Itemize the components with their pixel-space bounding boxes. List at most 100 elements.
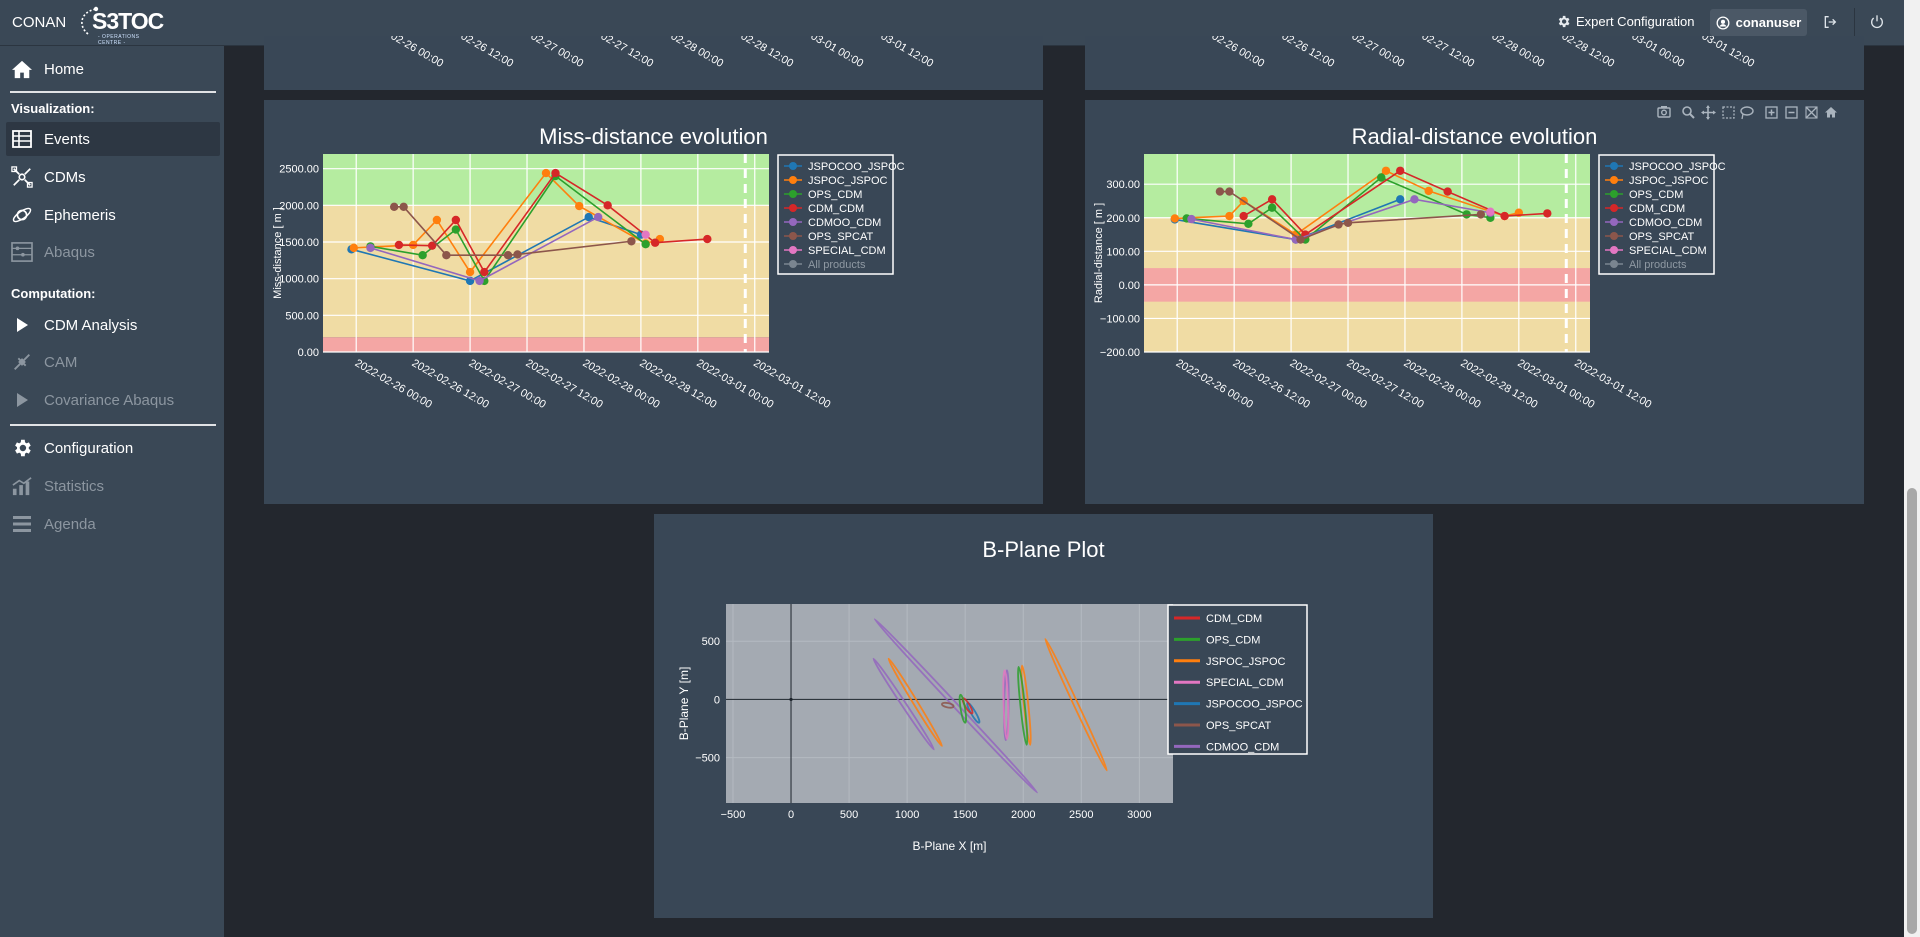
logout-icon[interactable] <box>1821 13 1839 31</box>
partial-x-tick-label: 02-26 12:00 <box>1280 36 1337 70</box>
sidebar-item-agenda[interactable]: Agenda <box>6 507 220 541</box>
sidebar-item-cdm-analysis[interactable]: CDM Analysis <box>6 308 220 342</box>
partial-x-tick-label: 02-27 12:00 <box>1420 36 1477 70</box>
zoom-out-icon[interactable] <box>1785 106 1798 119</box>
yellow-threshold-band <box>323 205 769 338</box>
legend-label: OPS_CDM <box>808 189 862 201</box>
legend-item[interactable]: OPS_SPCAT <box>784 231 873 243</box>
sidebar-item-label: Statistics <box>44 477 105 495</box>
zoom-in-icon[interactable] <box>1765 106 1778 119</box>
sidebar-item-cam[interactable]: CAM <box>6 345 220 379</box>
data-point-jspoc_jspoc <box>1170 214 1180 223</box>
legend-item[interactable]: OPS_SPCAT <box>1174 720 1271 732</box>
legend-item[interactable]: CDMOO_CDM <box>1174 741 1279 753</box>
sidebar-item-ephemeris[interactable]: Ephemeris <box>6 198 220 232</box>
data-point-jspocoo_jspoc <box>1396 195 1405 204</box>
sidebar-item-label: CDMs <box>44 168 86 186</box>
camera-icon[interactable] <box>1657 106 1671 118</box>
data-point-ops_cdm <box>418 251 427 260</box>
sidebar-item-home[interactable]: Home <box>6 52 220 86</box>
box-select-icon[interactable] <box>1722 106 1735 119</box>
legend-item[interactable]: All products <box>784 259 866 271</box>
bplane-chart[interactable]: −500 0 500 1000 1500 2000 2500 3000 −500 0 500 B-Pl… <box>654 514 1433 918</box>
chart-legend <box>777 154 894 275</box>
legend-swatch-marker <box>1610 246 1618 254</box>
data-point-cdmoo_cdm <box>475 276 484 286</box>
legend-item[interactable]: JSPOC_JSPOC <box>1174 656 1286 668</box>
legend-item[interactable]: SPECIAL_CDM <box>784 245 886 257</box>
legend-item[interactable]: SPECIAL_CDM <box>1174 677 1284 689</box>
reset-axes-icon[interactable] <box>1825 107 1837 118</box>
data-point-cdm_cdm <box>1500 211 1509 221</box>
radial-distance-chart[interactable]: −200.00−100.000.00100.00200.00300.002022… <box>1085 100 1864 504</box>
legend-swatch-marker <box>1610 204 1618 212</box>
s3toc-logo[interactable]: S3TOC - OPERATIONS CENTRE - <box>74 4 164 46</box>
data-point-special_cdm <box>1486 207 1495 216</box>
partial-x-tick-label: 02-26 12:00 <box>459 36 516 70</box>
expert-configuration-button[interactable]: Expert Configuration <box>1556 14 1695 29</box>
zoom-icon[interactable] <box>1682 106 1695 119</box>
legend-label: CDM_CDM <box>1206 613 1262 625</box>
legend-label: OPS_CDM <box>1629 189 1683 201</box>
home-icon <box>10 57 34 81</box>
page-scrollbar-thumb[interactable] <box>1907 488 1917 934</box>
legend-item[interactable]: OPS_CDM <box>1174 634 1260 646</box>
legend-item[interactable]: JSPOCOO_JSPOC <box>784 161 905 173</box>
user-menu[interactable]: conanuser <box>1710 9 1807 36</box>
legend-label: CDMOO_CDM <box>808 217 881 229</box>
legend-label: JSPOCOO_JSPOC <box>1629 161 1726 173</box>
legend-item[interactable]: OPS_CDM <box>1605 189 1683 201</box>
partial-x-tick-label: 02-28 12:00 <box>1560 36 1617 70</box>
legend-item[interactable]: CDM_CDM <box>1605 203 1685 215</box>
autoscale-icon[interactable] <box>1805 106 1818 119</box>
visualization-heading: Visualization: <box>11 101 95 116</box>
legend-item[interactable]: OPS_SPCAT <box>1605 231 1694 243</box>
data-point-cdmoo_cdm <box>593 212 603 222</box>
data-point-jspocoo_jspoc <box>584 212 593 222</box>
legend-swatch-marker <box>789 162 797 170</box>
sidebar-item-abaqus[interactable]: Abaqus <box>6 235 220 269</box>
data-point-cdm_cdm <box>427 241 437 250</box>
legend-item[interactable]: CDM_CDM <box>784 203 864 215</box>
partial-x-tick-label: 02-27 00:00 <box>1350 36 1407 70</box>
legend-item[interactable]: JSPOCOO_JSPOC <box>1605 161 1726 173</box>
chart-legend <box>1598 154 1715 275</box>
miss-distance-chart[interactable]: 0.00500.001000.001500.002000.002500.0020… <box>264 100 1043 504</box>
data-point-jspoc_jspoc <box>349 243 359 253</box>
legend-label: All products <box>1629 259 1687 271</box>
legend-item[interactable]: All products <box>1605 259 1687 271</box>
y-tick-label: −200.00 <box>1100 347 1140 359</box>
partial-x-tick-label: 02-28 12:00 <box>739 36 796 70</box>
legend-item[interactable]: JSPOC_JSPOC <box>784 175 888 187</box>
sidebar-item-cdms[interactable]: CDMs <box>6 160 220 194</box>
data-point-ops_spcat <box>513 250 522 259</box>
data-point-ops_spcat <box>503 251 513 260</box>
data-point-jspoc_jspoc <box>1381 166 1391 175</box>
satellite-icon <box>10 165 34 189</box>
power-icon[interactable] <box>1868 13 1886 31</box>
data-point-ops_cdm <box>1462 210 1471 219</box>
pan-icon[interactable] <box>1701 105 1716 120</box>
sidebar-item-covariance-abaqus[interactable]: Covariance Abaqus <box>6 383 220 417</box>
lasso-icon[interactable] <box>1740 106 1754 120</box>
series-line-jspoc_jspoc <box>353 171 661 274</box>
legend-item[interactable]: CDM_CDM <box>1174 613 1262 625</box>
legend-item[interactable]: JSPOC_JSPOC <box>1605 175 1709 187</box>
data-point-cdm_cdm <box>1267 195 1277 204</box>
partial-x-tick-label: 02-27 00:00 <box>529 36 586 70</box>
sidebar-item-statistics[interactable]: Statistics <box>6 469 220 503</box>
sidebar-item-configuration[interactable]: Configuration <box>6 431 220 465</box>
y-tick-label: 300.00 <box>1106 179 1140 191</box>
legend-item[interactable]: OPS_CDM <box>784 189 862 201</box>
data-point-ops_spcat <box>1296 235 1305 244</box>
chart-icon <box>10 474 34 498</box>
legend-item[interactable]: SPECIAL_CDM <box>1605 245 1707 257</box>
data-point-ops_spcat <box>627 237 636 246</box>
sidebar-item-events[interactable]: Events <box>6 122 220 156</box>
legend-item[interactable]: CDMOO_CDM <box>1605 217 1702 229</box>
legend-item[interactable]: JSPOCOO_JSPOC <box>1174 699 1303 711</box>
data-point-jspoc_jspoc <box>1225 211 1234 221</box>
legend-item[interactable]: CDMOO_CDM <box>784 217 881 229</box>
topbar-divider <box>1854 8 1855 38</box>
legend-swatch-marker <box>789 176 797 184</box>
